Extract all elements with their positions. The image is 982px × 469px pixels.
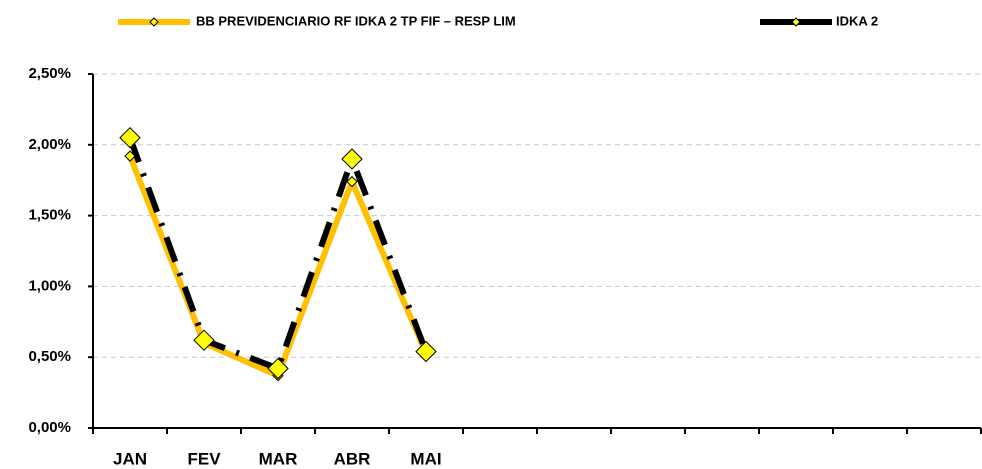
y-tick-label: 1,50% [28, 207, 71, 224]
x-tick-label: FEV [187, 449, 221, 468]
x-tick-label: MAR [259, 449, 298, 468]
marker [415, 340, 437, 363]
marker [346, 175, 358, 188]
marker [193, 329, 215, 351]
y-tick-label: 0,00% [28, 419, 71, 436]
marker [119, 127, 141, 149]
marker [341, 148, 363, 170]
x-tick-label: MAI [410, 449, 441, 468]
y-tick-label: 1,00% [28, 277, 71, 294]
y-tick-label: 0,50% [28, 348, 71, 365]
legend-label: IDKA 2 [836, 13, 878, 28]
x-tick-label: ABR [334, 449, 371, 468]
legend-label: BB PREVIDENCIARIO RF IDKA 2 TP FIF – RES… [196, 13, 516, 28]
x-tick-label: JAN [113, 449, 147, 468]
y-tick-label: 2,00% [28, 136, 71, 153]
legend-marker [149, 17, 159, 27]
legend-marker [791, 17, 801, 27]
y-tick-label: 2,50% [28, 65, 71, 82]
marker [267, 357, 289, 380]
marker [124, 150, 136, 162]
series-line [127, 155, 429, 379]
series-line [127, 136, 429, 372]
